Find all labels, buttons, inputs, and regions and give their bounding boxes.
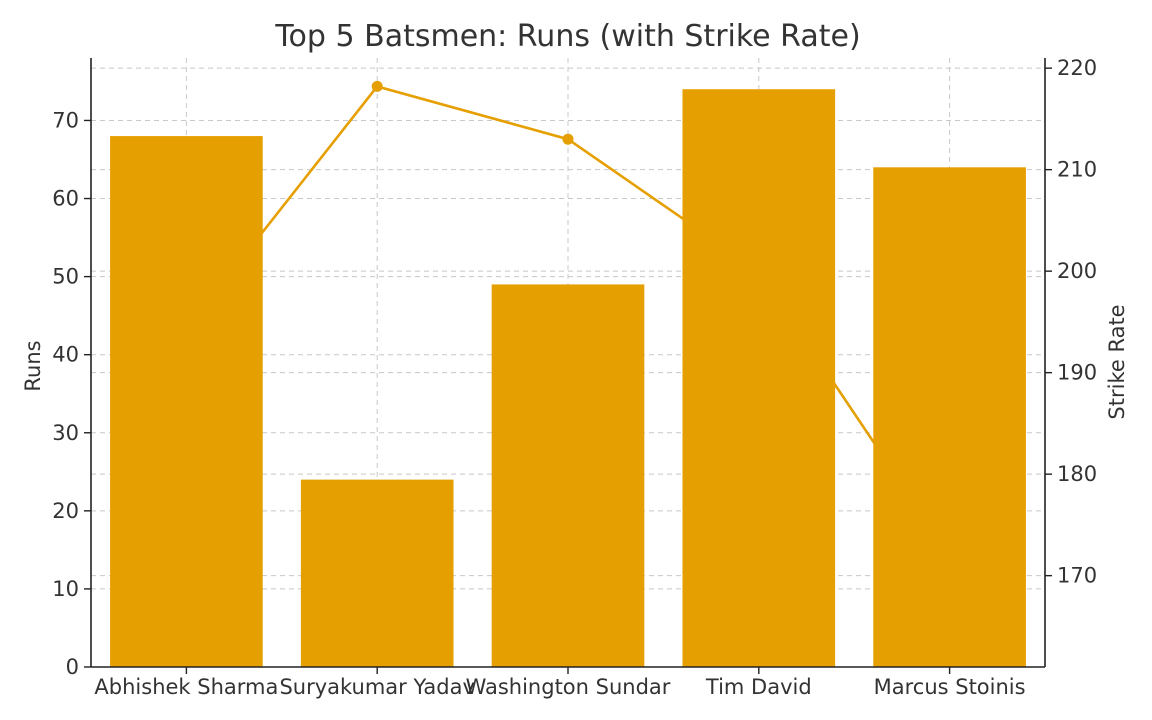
y-tick-label: 70 xyxy=(52,108,79,132)
y2-tick-label: 200 xyxy=(1057,259,1097,283)
y-tick-label: 30 xyxy=(52,421,79,445)
strike-rate-point xyxy=(371,80,383,92)
y-tick-label: 50 xyxy=(52,265,79,289)
y2-axis-label: Strike Rate xyxy=(1105,304,1129,419)
x-tick-label: Washington Sundar xyxy=(466,675,671,699)
axes xyxy=(84,58,1052,674)
strike-rate-point xyxy=(562,133,574,145)
tick-labels: 0 10 20 30 40 50 60 70 170 180 190 200 210 220 Abhishe… xyxy=(52,56,1097,699)
chart-title: Top 5 Batsmen: Runs (with Strike Rate) xyxy=(274,19,860,54)
y-tick-label: 10 xyxy=(52,577,79,601)
bar xyxy=(491,284,645,667)
y2-tick-label: 190 xyxy=(1057,361,1097,385)
y2-tick-label: 170 xyxy=(1057,564,1097,588)
x-tick-label: Suryakumar Yadav xyxy=(279,675,474,699)
bar xyxy=(873,167,1026,668)
y2-tick-label: 180 xyxy=(1057,462,1097,486)
x-tick-label: Marcus Stoinis xyxy=(874,675,1026,699)
bar xyxy=(300,479,454,667)
bar-series xyxy=(110,89,1026,668)
y-tick-label: 0 xyxy=(66,655,79,679)
bar xyxy=(682,89,836,667)
x-tick-label: Tim David xyxy=(705,675,812,699)
y-tick-label: 60 xyxy=(52,187,79,211)
y2-tick-label: 220 xyxy=(1057,56,1097,80)
y-tick-label: 40 xyxy=(52,343,79,367)
y-axis-label: Runs xyxy=(21,340,45,391)
x-tick-label: Abhishek Sharma xyxy=(94,675,278,699)
y-tick-label: 20 xyxy=(52,499,79,523)
y2-tick-label: 210 xyxy=(1057,158,1097,182)
bar xyxy=(110,136,263,668)
